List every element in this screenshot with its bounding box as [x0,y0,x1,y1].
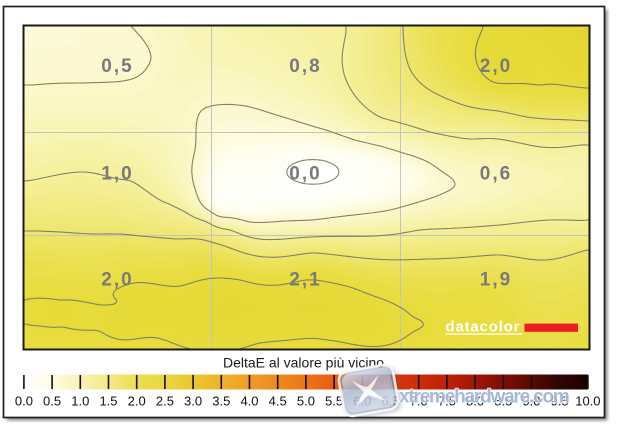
svg-text:2,0: 2,0 [101,269,133,290]
svg-text:datacolor: datacolor [446,318,521,335]
svg-text:1.5: 1.5 [99,394,117,409]
svg-text:1,0: 1,0 [101,163,133,184]
svg-text:4.0: 4.0 [240,394,258,409]
svg-text:0,5: 0,5 [101,56,133,77]
svg-text:1,9: 1,9 [480,269,512,290]
svg-text:3.5: 3.5 [212,394,230,409]
svg-text:5.5: 5.5 [325,394,343,409]
svg-text:0,6: 0,6 [480,163,512,184]
svg-text:0.5: 0.5 [43,394,61,409]
svg-text:2,0: 2,0 [480,56,512,77]
svg-text:3.0: 3.0 [184,394,202,409]
svg-text:0,8: 0,8 [289,56,321,77]
svg-text:2.5: 2.5 [156,394,174,409]
svg-text:1.0: 1.0 [71,394,89,409]
svg-text:9.0: 9.0 [522,394,540,409]
svg-text:2.0: 2.0 [128,394,146,409]
svg-text:7.5: 7.5 [438,394,456,409]
svg-text:DeltaE al valore più vicino: DeltaE al valore più vicino [223,355,384,371]
svg-text:0.0: 0.0 [15,394,33,409]
svg-text:0,0: 0,0 [289,163,321,184]
svg-text:8.0: 8.0 [466,394,484,409]
svg-text:5.0: 5.0 [297,394,315,409]
svg-text:9.5: 9.5 [551,394,569,409]
svg-text:10.0: 10.0 [575,394,600,409]
svg-text:7.0: 7.0 [410,394,428,409]
svg-text:2,1: 2,1 [289,269,321,290]
svg-text:xtremehardware.com: xtremehardware.com [399,387,569,408]
svg-text:8.5: 8.5 [494,394,512,409]
svg-text:4.5: 4.5 [269,394,287,409]
